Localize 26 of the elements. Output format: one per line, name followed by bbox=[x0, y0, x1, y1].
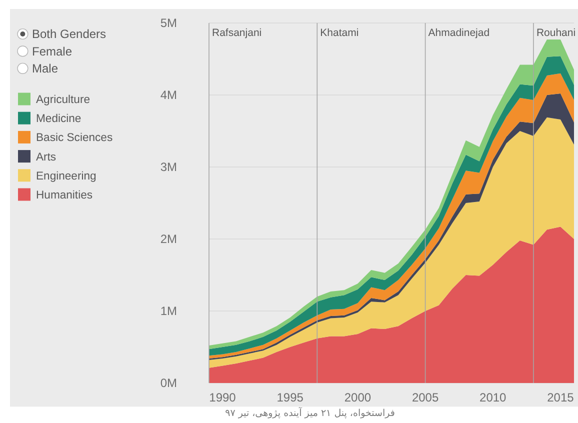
x-tick-label: 2005 bbox=[412, 390, 439, 404]
y-tick-label: 3M bbox=[160, 160, 177, 174]
y-tick-label: 0M bbox=[160, 376, 177, 390]
x-tick-label: 2015 bbox=[547, 390, 574, 404]
x-tick-label: 2000 bbox=[344, 390, 372, 404]
ref-line-label: Rafsanjani bbox=[212, 27, 262, 39]
y-tick-label: 1M bbox=[160, 304, 177, 318]
y-tick-label: 2M bbox=[160, 232, 177, 246]
y-tick-label: 5M bbox=[160, 16, 177, 30]
y-tick-label: 4M bbox=[160, 88, 177, 102]
radio-label: Both Genders bbox=[32, 27, 106, 42]
x-tick-label: 1995 bbox=[276, 390, 304, 404]
legend-label: Basic Sciences bbox=[36, 132, 113, 144]
source-note: فراستخواه، پنل ۲۱ میز آینده پژوهی، تیر ۹۷ bbox=[225, 408, 395, 419]
ref-line-label: Rouhani bbox=[536, 27, 576, 39]
legend-label: Medicine bbox=[36, 113, 82, 126]
legend-label: Engineering bbox=[36, 170, 96, 182]
radio-label: Male bbox=[32, 62, 58, 76]
x-tick-label: 1990 bbox=[209, 390, 236, 404]
legend-label: Agriculture bbox=[36, 94, 90, 106]
legend-label: Arts bbox=[36, 151, 56, 164]
legend-label: Humanities bbox=[36, 190, 93, 202]
x-tick-label: 2010 bbox=[480, 390, 506, 404]
radio-label: Female bbox=[32, 44, 72, 58]
ref-line-label: Ahmadinejad bbox=[428, 27, 490, 39]
ref-line-label: Khatami bbox=[320, 27, 359, 39]
